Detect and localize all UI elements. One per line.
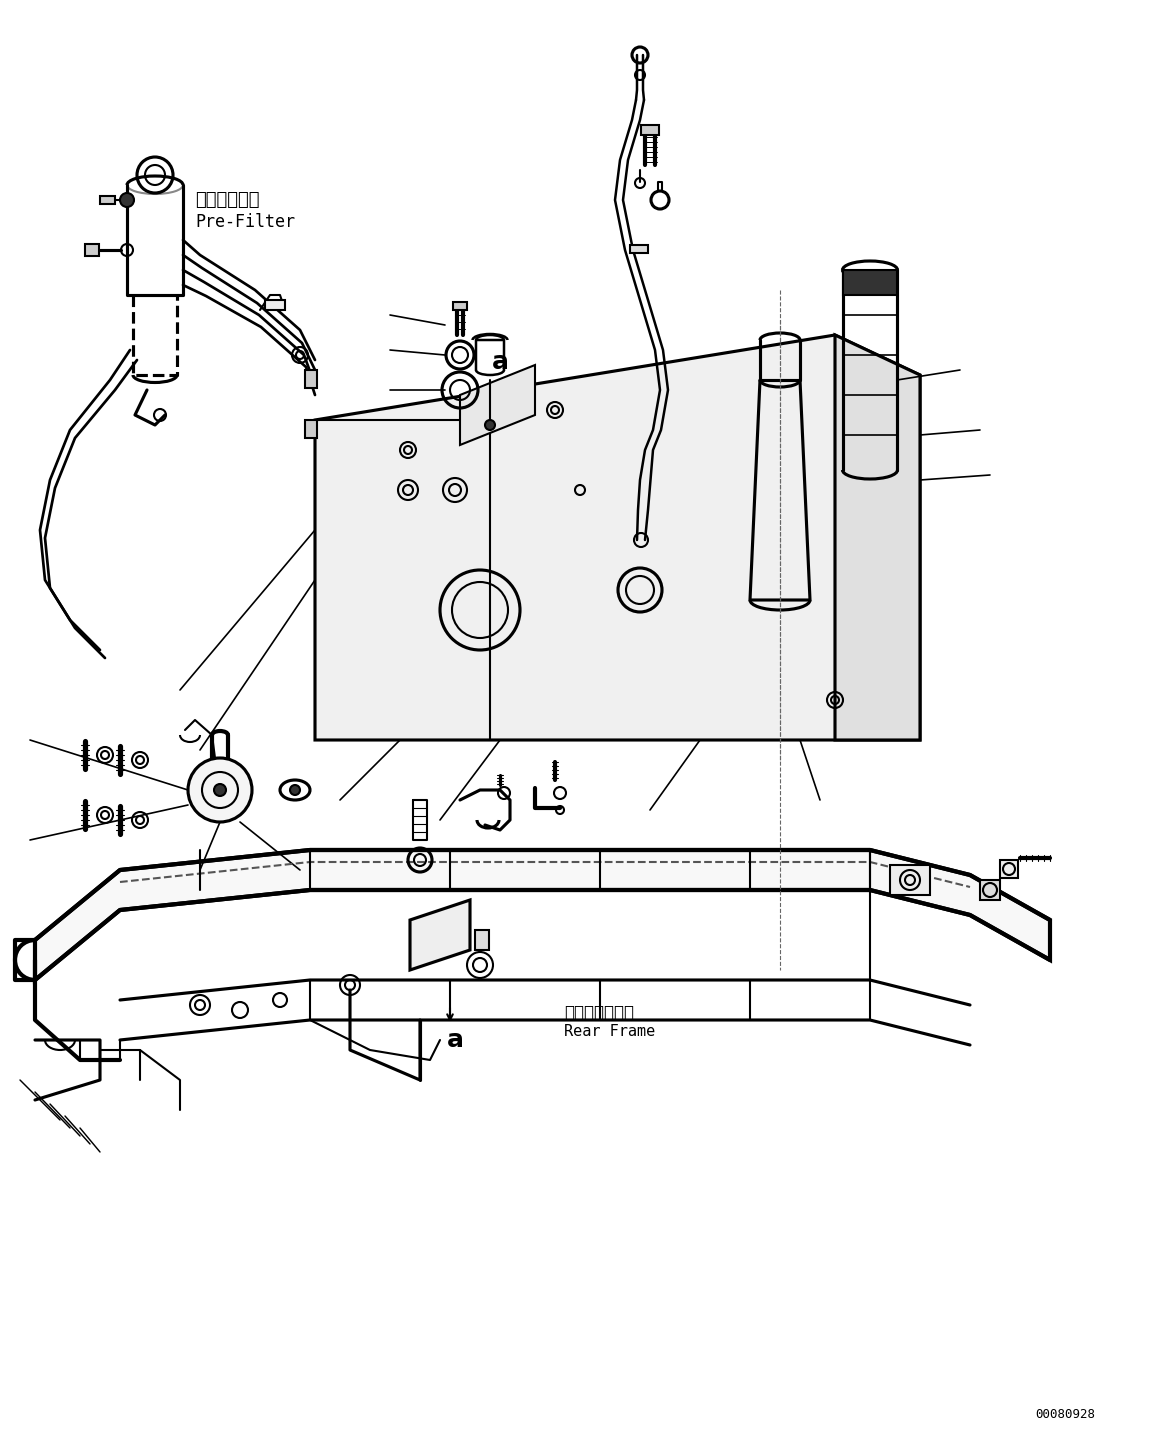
Circle shape [120, 192, 134, 207]
Bar [890, 865, 930, 895]
Bar [265, 300, 285, 310]
Bar [305, 370, 317, 387]
Text: Rear Frame: Rear Frame [564, 1025, 655, 1039]
Text: Pre-Filter: Pre-Filter [195, 212, 295, 231]
Bar [85, 244, 99, 255]
Bar [980, 880, 1000, 900]
Polygon shape [315, 334, 920, 740]
Bar [100, 197, 115, 204]
Polygon shape [835, 334, 920, 740]
Bar [630, 245, 648, 253]
Text: プリフィルタ: プリフィルタ [195, 191, 259, 210]
Text: a: a [492, 350, 508, 375]
Polygon shape [461, 364, 535, 445]
Polygon shape [843, 270, 897, 296]
Circle shape [290, 785, 300, 795]
Text: 00080928: 00080928 [1035, 1409, 1096, 1422]
Text: a: a [447, 1027, 464, 1052]
Text: リヤーフレーム: リヤーフレーム [564, 1004, 634, 1022]
Bar [1000, 860, 1018, 878]
Bar [454, 301, 468, 310]
Bar [305, 420, 317, 438]
Polygon shape [35, 850, 1050, 980]
Circle shape [188, 758, 252, 822]
Circle shape [485, 420, 495, 430]
Polygon shape [411, 900, 470, 970]
Circle shape [214, 784, 226, 796]
Bar [475, 930, 488, 950]
Bar [641, 125, 659, 135]
